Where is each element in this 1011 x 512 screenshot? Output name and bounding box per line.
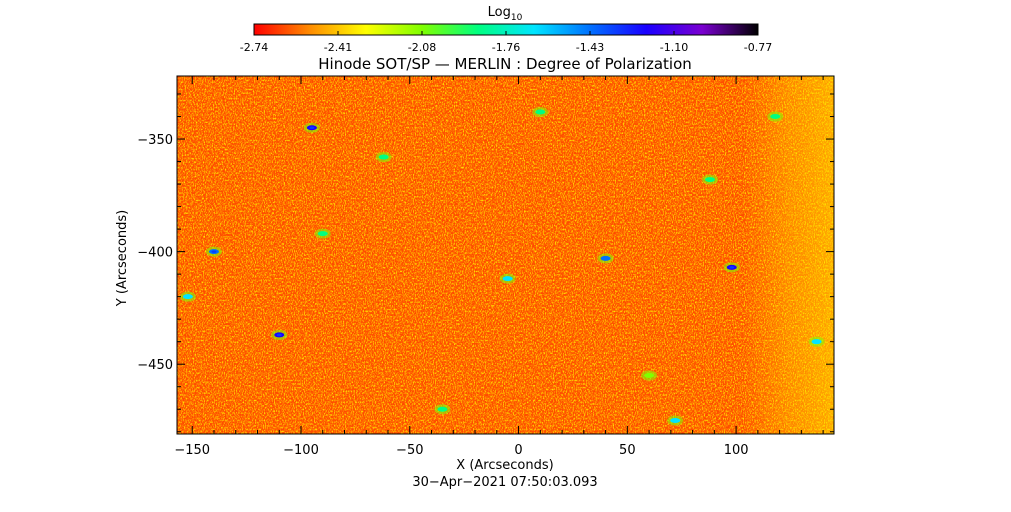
x-tick-label: 0 (514, 443, 522, 458)
feature-core (600, 255, 611, 261)
feature-core (502, 276, 513, 282)
colorbar-tick-label: -1.10 (660, 41, 688, 54)
colorbar: Log10 -2.74 -2.41 -2.08 -1.76 -1.43 -1.10 -0.7… (240, 5, 772, 54)
heatmap-limb-brightening (177, 76, 834, 434)
y-tick-label: −400 (137, 246, 173, 261)
polarization-features (179, 107, 825, 426)
x-axis-label: X (Arcseconds) (456, 458, 553, 473)
colorbar-ticks: -2.74 -2.41 -2.08 -1.76 -1.43 -1.10 -0.77 (240, 31, 772, 54)
colorbar-tick-label: -1.43 (576, 41, 604, 54)
chart-title: Hinode SOT/SP — MERLIN : Degree of Polar… (318, 55, 692, 73)
timestamp: 30−Apr−2021 07:50:03.093 (412, 475, 597, 490)
y-tick-label: −450 (137, 358, 173, 373)
plot-frame (176, 75, 835, 435)
feature-core (770, 114, 781, 120)
feature-peak (729, 266, 735, 269)
feature-core (644, 372, 655, 378)
colorbar-tick-label: -2.74 (240, 41, 268, 54)
feature-core (378, 154, 389, 160)
x-axis: −150 −100 −50 0 50 100 (174, 76, 824, 458)
feature-peak (276, 333, 282, 337)
colorbar-tick-label: -2.41 (324, 41, 352, 54)
feature-core (811, 339, 822, 345)
y-axis: −350 −400 −450 (137, 93, 834, 433)
feature-peak (211, 250, 217, 253)
x-tick-label: 50 (619, 443, 636, 458)
feature-core (704, 177, 715, 183)
x-tick-label: 100 (724, 443, 749, 458)
y-axis-label: Y (Arcseconds) (115, 210, 130, 307)
feature-core (535, 109, 546, 115)
heatmap (177, 76, 834, 434)
colorbar-tick-label: -1.76 (492, 41, 520, 54)
feature-core (317, 231, 328, 237)
colorbar-tick-label: -0.77 (744, 41, 772, 54)
colorbar-title: Log10 (488, 5, 523, 23)
colorbar-tick-label: -2.08 (408, 41, 436, 54)
feature-core (670, 417, 681, 423)
feature-core (437, 406, 448, 412)
x-tick-label: −150 (174, 443, 210, 458)
feature-peak (309, 126, 315, 130)
feature-core (182, 294, 193, 300)
x-tick-label: −50 (396, 443, 423, 458)
y-tick-label: −350 (137, 133, 173, 148)
x-tick-label: −100 (283, 443, 319, 458)
